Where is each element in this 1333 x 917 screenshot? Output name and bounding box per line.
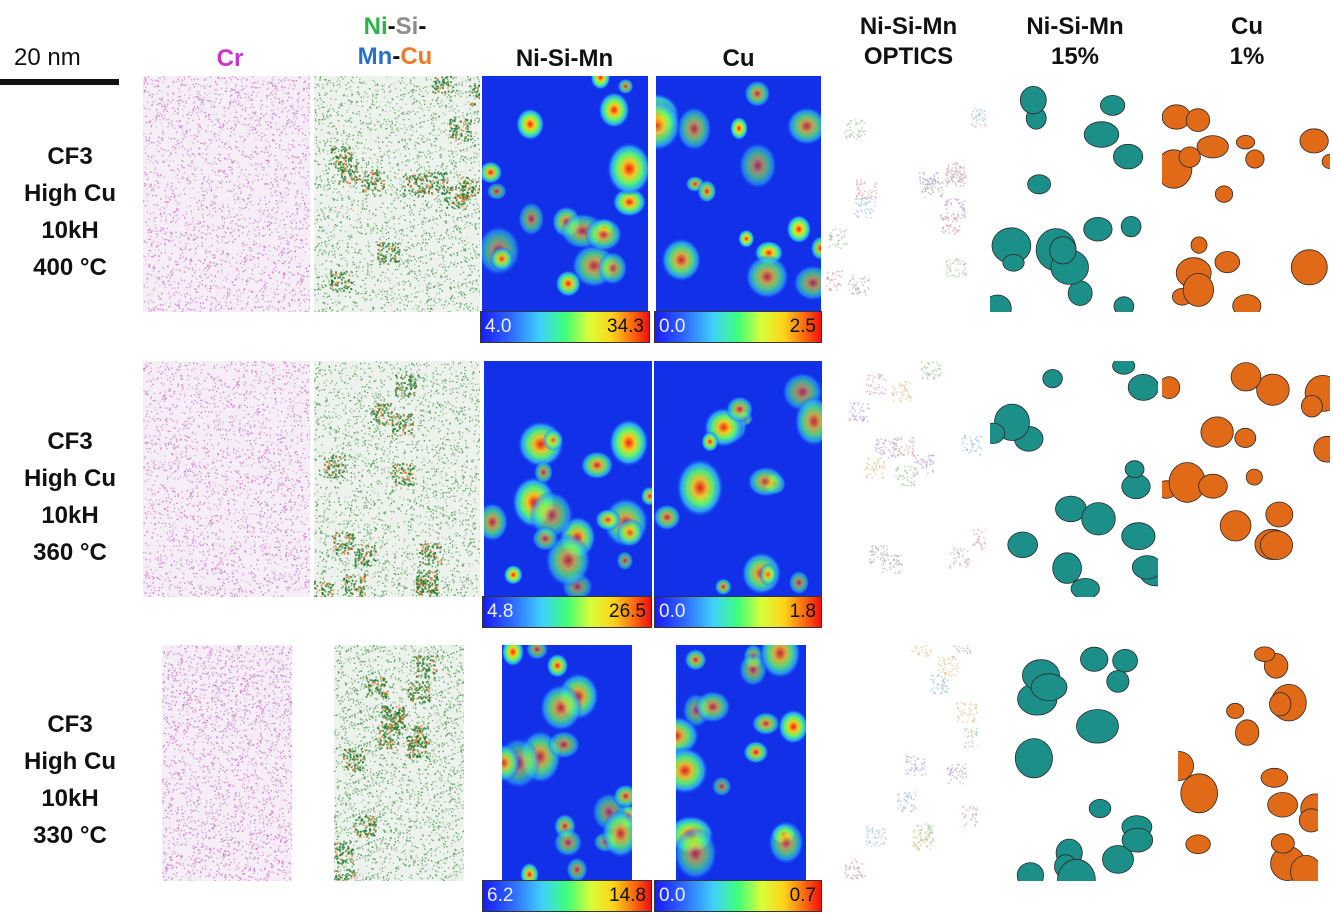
row-label-line: 10kH (41, 785, 99, 812)
header-optics: Ni-Si-Mn OPTICS (826, 12, 991, 72)
cu-color-scale: 0.0 2.5 (654, 311, 822, 343)
header-cu-iso: Cu 1% (1162, 12, 1332, 72)
row-label-line: 330 °C (33, 822, 107, 849)
row-label-400: CF3 High Cu 10kH 400 °C (0, 138, 140, 286)
header-dash-3: - (392, 43, 401, 70)
color-scale-max: 14.8 (609, 885, 646, 906)
row-label-line: CF3 (47, 428, 93, 455)
header-dash-1: - (387, 13, 396, 40)
nisimn-color-scale: 4.8 26.5 (482, 596, 652, 628)
header-combined: Ni-Si- Mn-Cu (315, 12, 475, 72)
optics-cluster-map (833, 645, 978, 881)
header-si: Si (395, 13, 419, 40)
header-cu-map: Cu (722, 45, 755, 72)
scale-bar (0, 79, 119, 85)
row-label-line: 400 °C (33, 254, 107, 281)
color-scale-min: 0.0 (659, 316, 686, 337)
cr-atom-map (143, 76, 310, 312)
header-nisimn-iso: Ni-Si-Mn 15% (990, 12, 1160, 72)
optics-cluster-map (826, 361, 986, 597)
header-cr-text: Cr (216, 45, 244, 72)
color-scale-min: 4.8 (487, 601, 514, 622)
cu-color-scale: 0.0 0.7 (654, 880, 822, 912)
optics-cluster-map (826, 76, 986, 312)
color-scale-max: 2.5 (789, 316, 816, 337)
row-label-line: CF3 (47, 143, 93, 170)
row-label-line: 360 °C (33, 539, 107, 566)
color-scale-max: 26.5 (609, 601, 646, 622)
nisimn-concentration-map (482, 76, 648, 312)
cu-isosurface (1162, 76, 1330, 312)
cu-color-scale: 0.0 1.8 (654, 596, 822, 628)
header-nisimn-map: Ni-Si-Mn (515, 45, 614, 72)
header-nisimn-iso-line1: Ni-Si-Mn (1026, 13, 1124, 40)
header-dash-2: - (418, 13, 427, 40)
header-optics-line2: OPTICS (863, 43, 954, 70)
combined-atom-map (314, 361, 480, 597)
combined-atom-map (334, 645, 464, 881)
header-cu-iso-line1: Cu (1231, 13, 1263, 40)
cr-atom-map (143, 361, 310, 597)
row-label-360: CF3 High Cu 10kH 360 °C (0, 423, 140, 571)
header-cu-iso-line2: 1% (1229, 43, 1265, 70)
combined-atom-map (314, 76, 480, 312)
header-nisimn-iso-line2: 15% (1050, 43, 1100, 70)
row-label-line: 10kH (41, 502, 99, 529)
scale-bar-label: 20 nm (14, 44, 81, 71)
nisimn-concentration-map (502, 645, 632, 881)
row-label-line: CF3 (47, 711, 93, 738)
color-scale-min: 4.0 (485, 316, 512, 337)
color-scale-max: 0.7 (789, 885, 816, 906)
color-scale-min: 0.0 (659, 601, 686, 622)
cu-isosurface (1162, 361, 1330, 597)
row-label-line: High Cu (24, 465, 116, 492)
cr-atom-map (162, 645, 292, 881)
cu-isosurface (1178, 645, 1318, 881)
nisimn-concentration-map (484, 361, 652, 597)
header-mn: Mn (357, 43, 393, 70)
header-cu-combined: Cu (400, 43, 433, 70)
row-label-line: High Cu (24, 748, 116, 775)
color-scale-max: 34.3 (607, 316, 644, 337)
nisimn-color-scale: 4.0 34.3 (480, 311, 650, 343)
row-label-line: 10kH (41, 217, 99, 244)
cu-concentration-map (676, 645, 806, 881)
header-optics-line1: Ni-Si-Mn (859, 13, 958, 40)
cu-concentration-map (654, 361, 822, 597)
row-label-line: High Cu (24, 180, 116, 207)
cu-concentration-map (656, 76, 821, 312)
color-scale-min: 0.0 (659, 885, 686, 906)
nisimn-isosurface (1006, 645, 1156, 881)
nisimn-isosurface (990, 361, 1158, 597)
nisimn-color-scale: 6.2 14.8 (482, 880, 652, 912)
color-scale-max: 1.8 (789, 601, 816, 622)
header-ni: Ni (363, 13, 388, 40)
row-label-330: CF3 High Cu 10kH 330 °C (0, 706, 140, 854)
nisimn-isosurface (990, 76, 1158, 312)
color-scale-min: 6.2 (487, 885, 514, 906)
header-cr: Cr (150, 44, 310, 74)
